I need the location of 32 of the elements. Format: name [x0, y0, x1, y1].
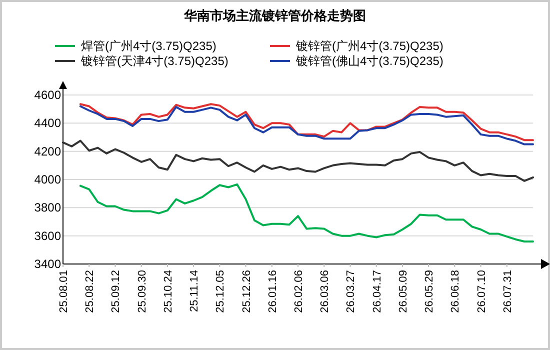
x-tick-label: 25.12.26: [240, 270, 253, 313]
x-tick-label: 25.11.14: [188, 270, 201, 312]
line-series: [79, 183, 534, 242]
y-tick-label: 3800: [34, 200, 62, 215]
x-tick-label: 26.01.16: [266, 270, 279, 313]
y-tick-label: 3400: [34, 257, 62, 271]
x-tick-label: 26.07.10: [476, 270, 488, 313]
x-tick-label: 25.08.01: [58, 270, 70, 313]
x-tick-label: 25.12.05: [214, 270, 227, 313]
x-tick-label: 25.09.12: [110, 270, 122, 313]
chart-title: 华南市场主流镀锌管价格走势图: [183, 8, 366, 23]
x-tick-label: 26.05.09: [397, 270, 410, 313]
y-tick-label: 3600: [34, 228, 62, 243]
x-tick-label: 26.07.31: [502, 270, 514, 313]
x-tick-label: 25.10.24: [162, 270, 174, 313]
y-tick-label: 4200: [34, 144, 62, 158]
x-tick-label: 26.03.27: [345, 270, 358, 313]
legend-label: 镀锌管(天津4寸(3.75)Q235): [80, 54, 228, 68]
x-tick-label: 26.03.06: [319, 270, 332, 313]
x-tick-label: 25.09.30: [136, 270, 148, 313]
y-tick-label: 4400: [34, 116, 62, 130]
line-series: [62, 140, 534, 182]
legend-label: 焊管(广州4寸(3.75)Q235): [81, 39, 216, 53]
x-tick-label: 26.06.18: [450, 270, 462, 313]
x-tick-label: 26.02.06: [293, 270, 305, 313]
legend-label: 镀锌管(佛山4寸(3.75)Q235): [295, 54, 444, 68]
y-tick-label: 4000: [34, 172, 62, 186]
x-tick-label: 26.04.17: [371, 270, 384, 313]
legend-label: 镀锌管(广州4寸(3.75)Q235): [295, 39, 444, 53]
x-tick-label: 26.05.29: [424, 270, 436, 313]
y-tick-label: 4600: [34, 88, 62, 102]
x-tick-label: 25.08.22: [84, 270, 96, 313]
